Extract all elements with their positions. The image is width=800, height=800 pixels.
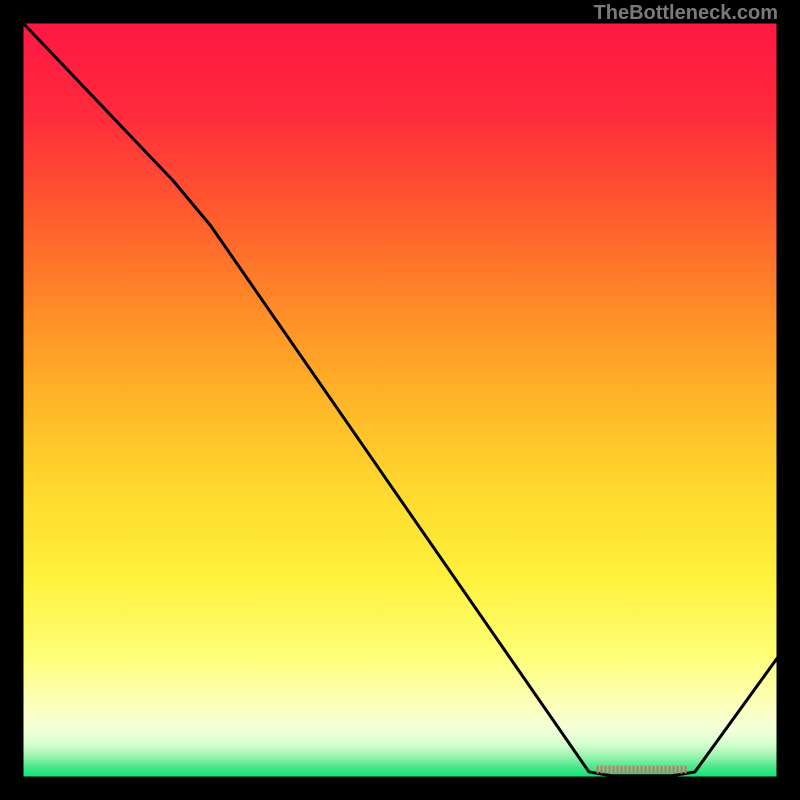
gradient-background: [22, 22, 778, 778]
chart-svg: [22, 22, 778, 778]
chart-plot-area: [22, 22, 778, 778]
